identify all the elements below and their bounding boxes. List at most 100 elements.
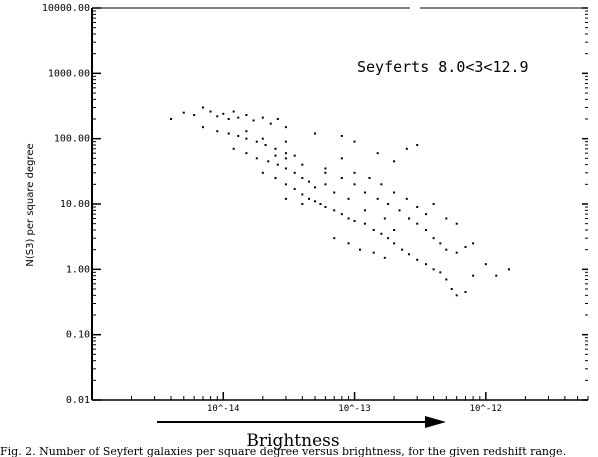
data-point xyxy=(445,248,448,251)
data-point xyxy=(445,217,448,220)
data-point xyxy=(284,140,287,143)
data-point xyxy=(209,110,212,113)
y-tick-label: 10.00 xyxy=(60,199,90,210)
data-point xyxy=(232,147,235,150)
data-point xyxy=(363,209,366,212)
data-point xyxy=(201,126,204,129)
data-point xyxy=(324,167,327,170)
data-point xyxy=(284,197,287,200)
data-point xyxy=(401,248,404,251)
data-point xyxy=(232,110,235,113)
data-point xyxy=(301,193,304,196)
data-point xyxy=(314,132,317,135)
data-point xyxy=(455,251,458,254)
data-point xyxy=(464,290,467,293)
data-point xyxy=(507,268,510,271)
data-point xyxy=(264,143,267,146)
data-point xyxy=(216,130,219,133)
y-tick-label: 100.00 xyxy=(54,134,90,145)
data-point xyxy=(255,140,258,143)
data-point xyxy=(284,152,287,155)
data-point xyxy=(227,117,230,120)
data-point xyxy=(237,134,240,137)
data-point xyxy=(274,177,277,180)
data-point xyxy=(274,154,277,157)
data-point xyxy=(450,288,453,291)
x-axis: 10^-14 10^-13 10^-12 xyxy=(131,392,589,414)
y-tick-label: 1000.00 xyxy=(48,68,90,79)
data-point xyxy=(353,219,356,222)
data-point xyxy=(340,157,343,160)
data-point xyxy=(376,197,379,200)
data-point xyxy=(472,274,475,277)
data-point xyxy=(237,116,240,119)
data-point xyxy=(216,115,219,118)
data-point xyxy=(353,183,356,186)
data-point xyxy=(372,228,375,231)
data-point xyxy=(416,258,419,261)
y-tick-label: 1.00 xyxy=(66,264,90,275)
data-point xyxy=(245,130,248,133)
y-tick-label: 10000.00 xyxy=(42,3,90,14)
data-point xyxy=(393,242,396,245)
data-point xyxy=(495,274,498,277)
x-tick-label: 10^-13 xyxy=(338,404,371,414)
data-point xyxy=(368,177,371,180)
data-point xyxy=(324,171,327,174)
data-point xyxy=(245,114,248,117)
data-point xyxy=(424,213,427,216)
data-point xyxy=(405,147,408,150)
data-point xyxy=(245,152,248,155)
data-point xyxy=(340,134,343,137)
x-tick-label: 10^-14 xyxy=(207,404,240,414)
data-point xyxy=(301,163,304,166)
data-point xyxy=(319,203,322,205)
data-point xyxy=(293,154,296,157)
data-point xyxy=(363,222,366,225)
data-point xyxy=(439,242,442,245)
data-point xyxy=(193,114,196,117)
data-point xyxy=(284,157,287,160)
chart-annotation: Seyferts 8.0<3<12.9 xyxy=(357,58,529,76)
data-point xyxy=(284,126,287,129)
data-point xyxy=(372,251,375,254)
y-tick-label: 0.01 xyxy=(66,395,90,406)
data-point xyxy=(308,180,311,183)
data-point xyxy=(324,205,327,208)
brightness-arrow xyxy=(157,416,446,428)
data-point xyxy=(227,132,230,135)
data-point xyxy=(416,143,419,146)
data-point xyxy=(267,160,270,163)
brightness-arrow-head xyxy=(425,416,446,428)
data-point xyxy=(340,177,343,180)
data-point xyxy=(276,117,279,120)
data-point xyxy=(301,177,304,180)
data-point xyxy=(398,209,401,212)
data-point xyxy=(393,160,396,163)
data-point xyxy=(464,245,467,248)
data-point xyxy=(353,171,356,174)
y-tick-label: 0.10 xyxy=(66,330,90,341)
data-point xyxy=(182,111,185,114)
data-point xyxy=(424,263,427,266)
data-point xyxy=(387,203,390,205)
data-point xyxy=(261,171,264,174)
data-points xyxy=(170,106,510,297)
data-point xyxy=(484,263,487,266)
data-point xyxy=(432,268,435,271)
figure-caption: Fig. 2. Number of Seyfert galaxies per s… xyxy=(0,447,567,457)
data-point xyxy=(455,294,458,297)
data-point xyxy=(408,217,411,220)
data-point xyxy=(314,186,317,189)
data-point xyxy=(284,167,287,170)
data-point xyxy=(432,203,435,205)
data-point xyxy=(252,119,255,122)
data-point xyxy=(408,253,411,256)
data-point xyxy=(387,237,390,240)
data-point xyxy=(347,242,350,245)
data-point xyxy=(245,137,248,140)
data-point xyxy=(347,197,350,200)
data-point xyxy=(393,191,396,194)
data-point xyxy=(293,187,296,190)
